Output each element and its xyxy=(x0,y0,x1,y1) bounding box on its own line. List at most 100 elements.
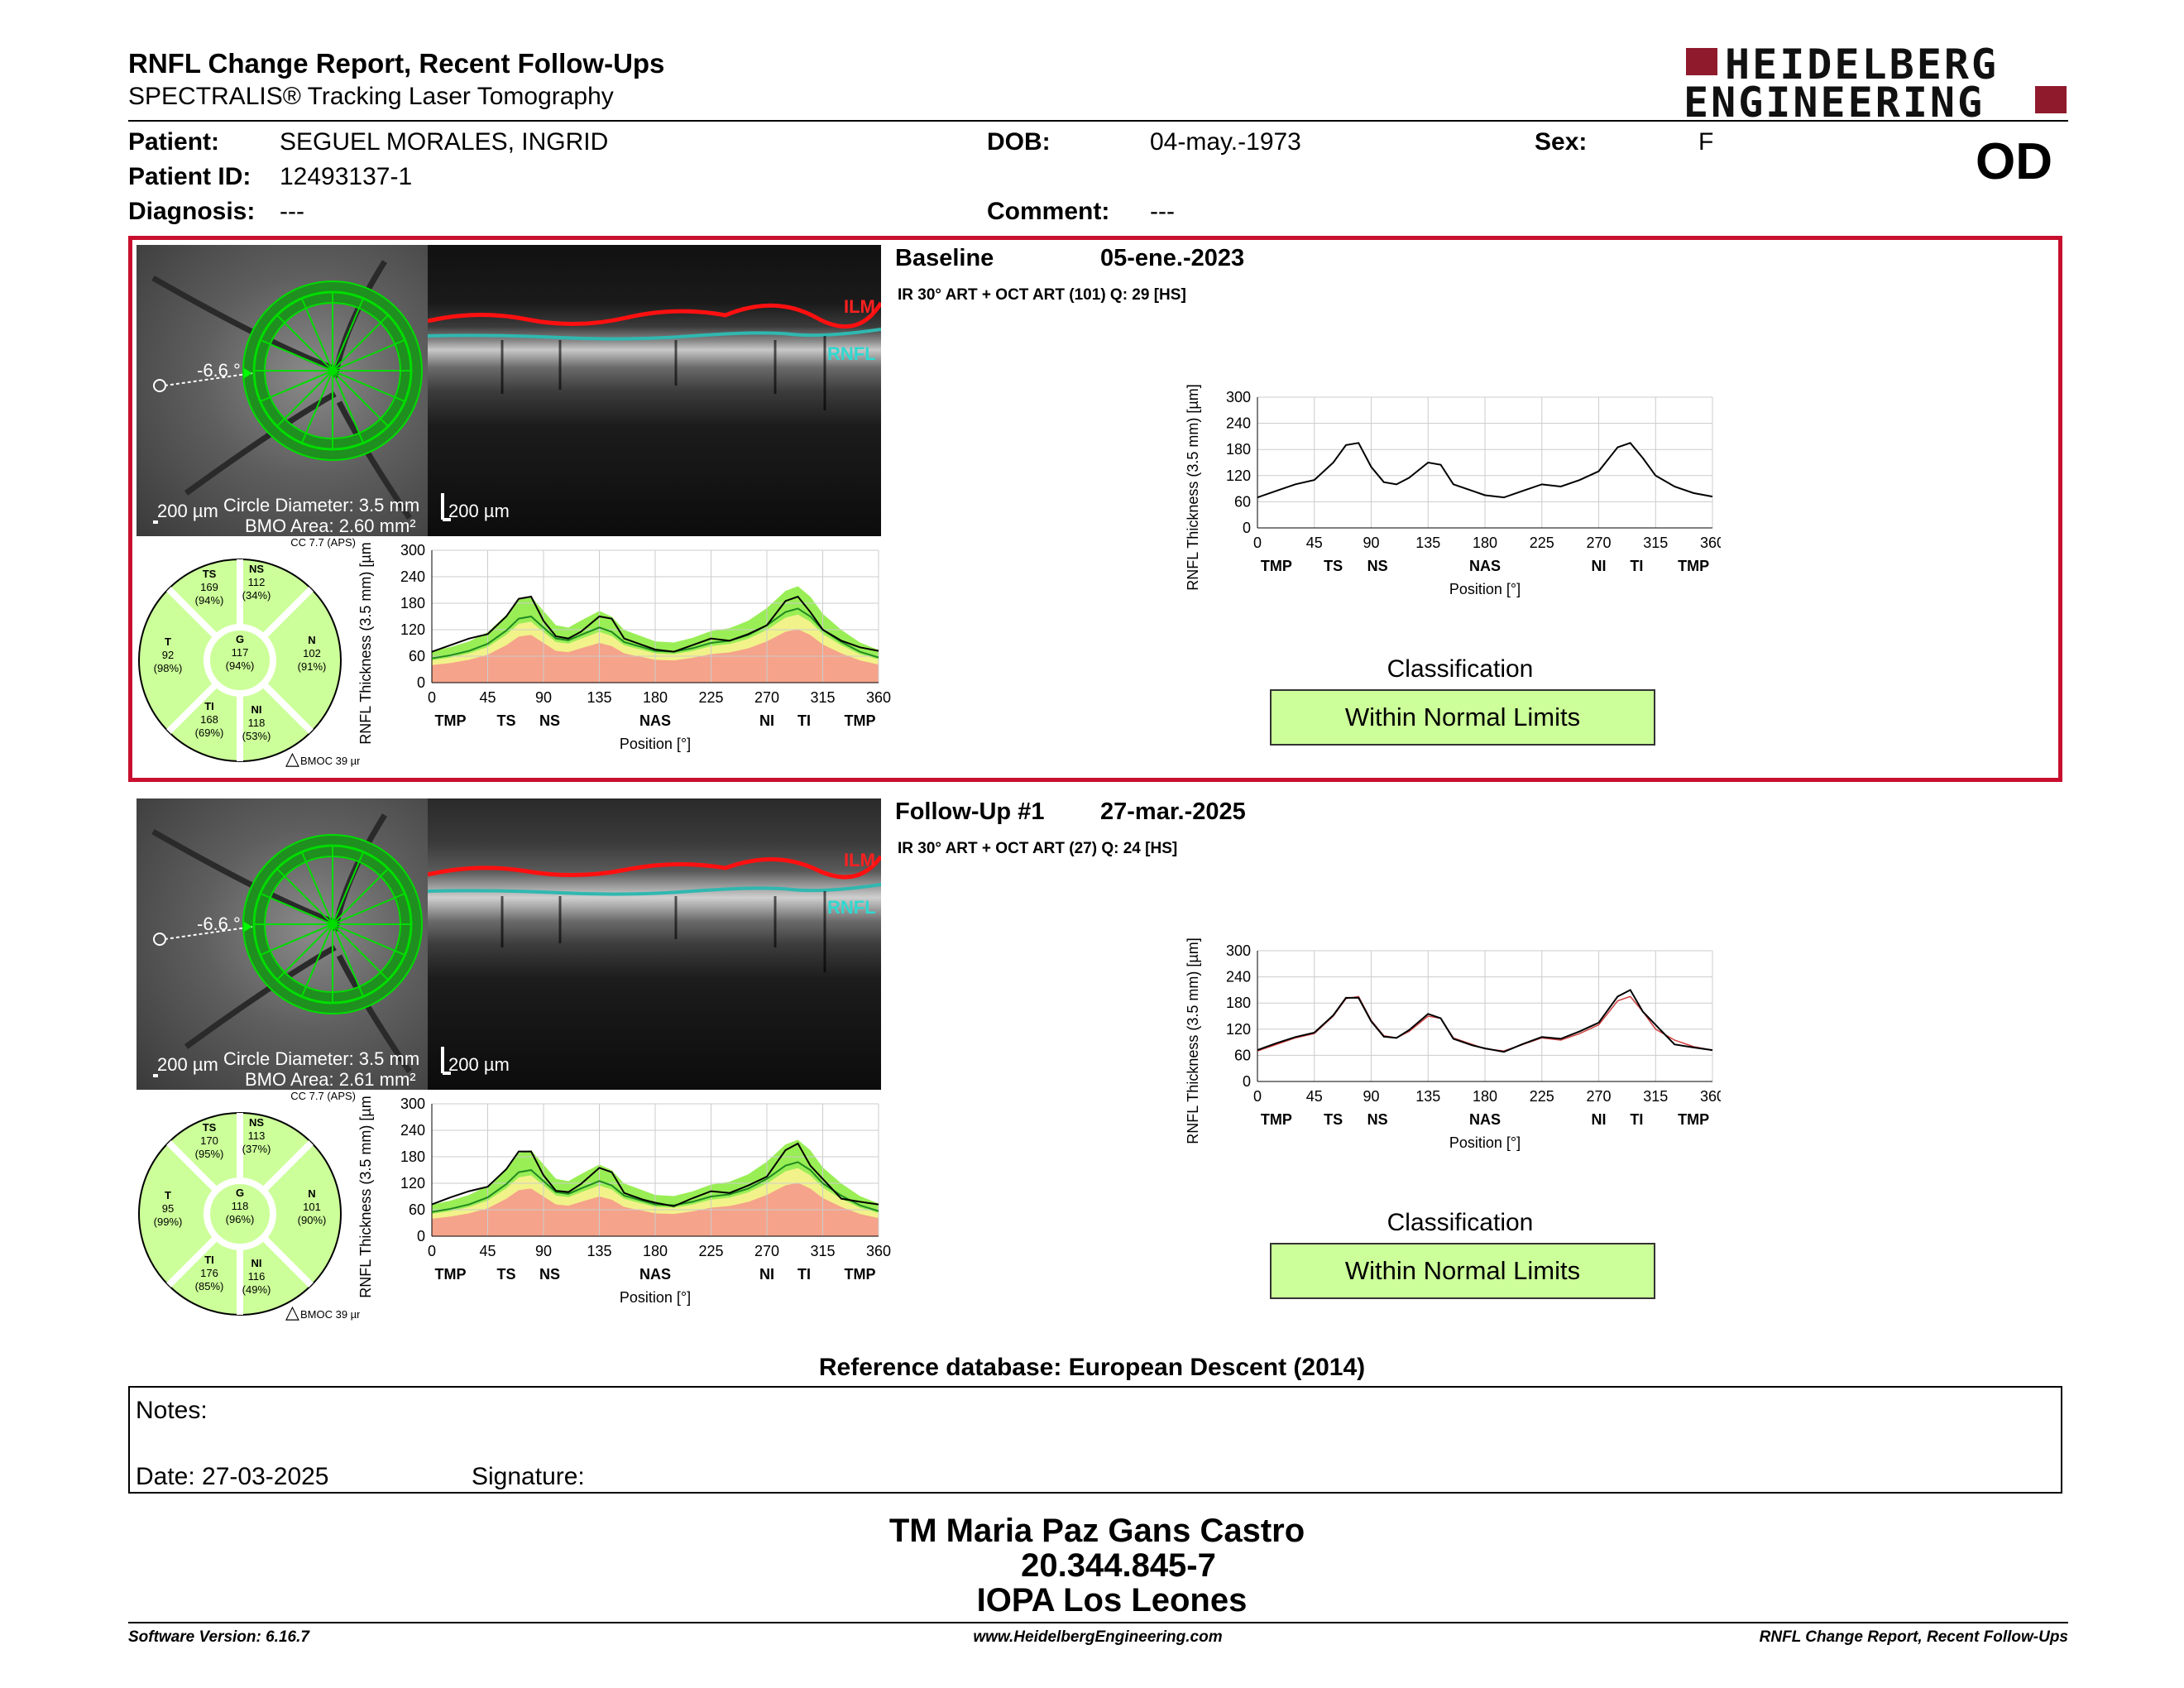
x-tick-label: 90 xyxy=(535,689,552,706)
y-tick-label: 240 xyxy=(400,568,425,585)
notes-box[interactable] xyxy=(128,1386,2062,1494)
x-tick-label: 90 xyxy=(1363,1088,1379,1105)
y-tick-label: 60 xyxy=(1234,493,1251,510)
followup-fundus-scale: 200 µm xyxy=(157,1054,218,1075)
notes-label: Notes: xyxy=(136,1397,208,1424)
comment-value: --- xyxy=(1150,198,1175,225)
baseline-ns-value: 112 xyxy=(248,576,266,588)
baseline-oct-scale: 200 µm xyxy=(448,501,510,521)
x-tick-label: 180 xyxy=(643,1243,668,1259)
y-tick-label: 120 xyxy=(400,1175,425,1192)
x-tick-label: 225 xyxy=(1530,535,1554,551)
thickness-line xyxy=(431,595,879,653)
followup-ni-pct: (49%) xyxy=(242,1283,271,1296)
x-tick-label: 135 xyxy=(1415,535,1440,551)
baseline-bmo-area: BMO Area: 2.60 mm² xyxy=(245,516,416,536)
website-link[interactable]: www.HeidelbergEngineering.com xyxy=(973,1628,1223,1646)
sector-tick-label: TI xyxy=(797,1266,811,1283)
followup-rnfl-label: RNFL xyxy=(827,897,876,918)
followup-fundus-image xyxy=(136,798,428,1090)
baseline-n-value: 102 xyxy=(303,647,321,659)
baseline-fundus-overlay xyxy=(151,260,423,524)
baseline-sector-diagram: CC 7.7 (APS) TS 169 (94%) NS 112 (34%) T… xyxy=(138,536,360,769)
baseline-ns-pct: (34%) xyxy=(242,589,271,602)
x-tick-label: 360 xyxy=(1700,1088,1721,1105)
followup-fundus-overlay xyxy=(151,813,423,1077)
x-tick-label: 270 xyxy=(754,1243,779,1259)
baseline-ti-label: TI xyxy=(204,700,214,712)
y-tick-label: 0 xyxy=(1243,520,1251,536)
x-tick-label: 135 xyxy=(587,1243,611,1259)
y-tick-label: 240 xyxy=(1226,415,1251,432)
x-tick-label: 45 xyxy=(1306,1088,1323,1105)
baseline-norm-chart: 0 60 120 180 240 300 0 45 90 135 180 225 270 315 360 TM… xyxy=(357,542,891,752)
y-tick-label: 60 xyxy=(409,648,425,664)
followup-ts-value: 170 xyxy=(200,1134,218,1147)
sector-tick-label: TMP xyxy=(1261,1111,1292,1128)
followup-t-pct: (99%) xyxy=(154,1216,183,1228)
baseline-title: Baseline xyxy=(895,245,994,271)
followup-classification-badge: Within Normal Limits xyxy=(1270,1243,1655,1299)
eye-indicator: OD xyxy=(1976,133,2052,190)
y-tick-label: 300 xyxy=(1226,389,1251,405)
sector-tick-label: TI xyxy=(797,712,811,729)
followup-ns-label: NS xyxy=(249,1116,264,1129)
followup-t-label: T xyxy=(165,1189,171,1201)
baseline-ni-value: 118 xyxy=(248,717,266,729)
x-tick-label: 225 xyxy=(698,1243,723,1259)
delta-icon: △ xyxy=(285,1302,299,1322)
footer-report-name: RNFL Change Report, Recent Follow-Ups xyxy=(1759,1628,2068,1646)
logo-block-top xyxy=(1686,48,1717,75)
baseline-circle-diameter: Circle Diameter: 3.5 mm xyxy=(223,495,420,516)
x-tick-label: 270 xyxy=(1586,535,1611,551)
x-axis-label: Position [°] xyxy=(1449,581,1521,597)
sector-tick-label: TMP xyxy=(845,712,876,729)
y-tick-label: 180 xyxy=(1226,441,1251,458)
x-tick-label: 45 xyxy=(479,1243,496,1259)
y-tick-label: 60 xyxy=(1234,1047,1251,1063)
followup-oct-image xyxy=(428,798,881,1090)
x-tick-label: 90 xyxy=(535,1243,552,1259)
sector-tick-label: NAS xyxy=(1469,558,1501,574)
baseline-oct-overlay xyxy=(428,301,881,521)
sector-tick-label: NAS xyxy=(1469,1111,1501,1128)
x-tick-label: 315 xyxy=(810,1243,835,1259)
sector-tick-label: TMP xyxy=(435,1266,467,1283)
x-tick-label: 0 xyxy=(1253,1088,1262,1105)
report-subtitle: SPECTRALIS® Tracking Laser Tomography xyxy=(128,83,614,110)
x-tick-label: 225 xyxy=(698,689,723,706)
baseline-angle-label: -6.6 ° xyxy=(197,360,241,381)
baseline-bmoc-label: BMOC 39 µm xyxy=(300,755,360,767)
followup-scan-info: IR 30° ART + OCT ART (27) Q: 24 [HS] xyxy=(898,840,1178,857)
x-tick-label: 0 xyxy=(428,1243,436,1259)
x-axis-label: Position [°] xyxy=(620,1289,691,1306)
sector-tick-label: NAS xyxy=(639,1266,671,1283)
diagnosis-value: --- xyxy=(280,198,304,225)
sector-tick-label: NI xyxy=(1592,1111,1607,1128)
signature-label: Signature: xyxy=(472,1463,585,1490)
y-tick-label: 180 xyxy=(400,595,425,611)
sector-tick-label: NI xyxy=(1592,558,1607,574)
followup-n-pct: (90%) xyxy=(298,1214,327,1226)
followup-ilm-label: ILM xyxy=(844,850,875,870)
sector-tick-label: NS xyxy=(539,712,560,729)
followup-ti-value: 176 xyxy=(200,1267,218,1279)
x-tick-label: 270 xyxy=(754,689,779,706)
sector-tick-label: TI xyxy=(1630,558,1643,574)
baseline-n-pct: (91%) xyxy=(298,660,327,673)
reference-database: Reference database: European Descent (20… xyxy=(818,1354,1366,1381)
followup-circle-diameter: Circle Diameter: 3.5 mm xyxy=(223,1048,420,1069)
baseline-cc-label: CC 7.7 (APS) xyxy=(290,536,356,549)
followup-t-value: 95 xyxy=(162,1202,174,1215)
x-tick-label: 180 xyxy=(1473,1088,1497,1105)
notes-date: Date: 27-03-2025 xyxy=(136,1463,329,1490)
x-tick-label: 225 xyxy=(1530,1088,1554,1105)
x-tick-label: 315 xyxy=(1643,535,1668,551)
followup-thickness-chart: 0 60 120 180 240 300 0 45 90 135 180 225 270 315 360 TM… xyxy=(1185,938,1721,1151)
followup-classification-title: Classification xyxy=(1387,1209,1534,1236)
followup-ni-value: 116 xyxy=(248,1270,266,1283)
normative-mean-line xyxy=(431,1161,879,1213)
sector-tick-label: NS xyxy=(539,1266,560,1283)
sector-tick-label: NI xyxy=(759,1266,774,1283)
followup-bmo-area: BMO Area: 2.61 mm² xyxy=(245,1069,416,1090)
